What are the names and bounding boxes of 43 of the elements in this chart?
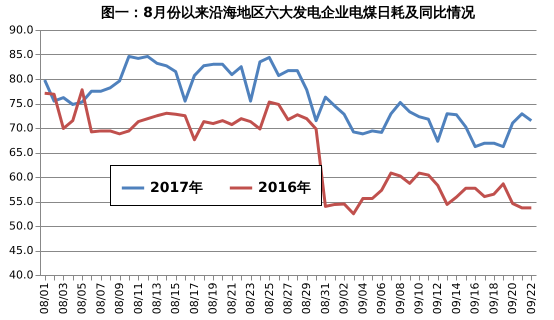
y-tick-label: 55.0 [9,195,34,208]
x-tick-label: 08/17 [188,282,201,314]
y-tick-label: 90.0 [9,24,34,36]
legend-label: 2016年 [258,180,311,196]
x-tick-label: 08/25 [262,282,276,314]
x-tick-label: 08/19 [206,282,220,314]
x-tick-label: 08/13 [150,282,164,314]
x-tick-label: 09/02 [338,282,351,314]
x-tick-label: 09/04 [356,282,370,314]
y-tick-label: 60.0 [9,170,34,184]
x-tick-label: 08/21 [225,282,238,314]
x-tick-label: 09/06 [375,282,388,314]
y-tick-label: 65.0 [9,146,34,159]
x-tick-label: 08/29 [300,282,314,314]
y-tick-label: 45.0 [9,244,34,257]
x-tick-label: 09/12 [431,282,444,314]
x-tick-label: 09/08 [394,282,407,314]
x-tick-label: 08/11 [132,282,145,314]
x-tick-label: 09/18 [487,282,500,314]
x-tick-label: 08/15 [169,282,182,314]
line-series [43,88,533,216]
y-tick-label: 75.0 [9,97,34,110]
y-tick-label: 40.0 [9,268,34,282]
x-tick-label: 09/14 [450,282,463,314]
y-tick-label: 50.0 [9,220,34,232]
legend-label: 2017年 [150,180,203,196]
x-tick-label: 08/07 [94,282,108,314]
x-tick-label: 09/22 [524,282,538,314]
chart-title: 图一：8月份以来沿海地区六大发电企业电煤日耗及同比情况 [101,4,476,21]
line-series [43,54,533,148]
x-tick-label: 08/05 [76,282,89,314]
y-tick-label: 80.0 [9,72,34,86]
x-tick-label: 08/31 [318,282,332,314]
y-tick-label: 85.0 [9,48,34,61]
x-tick-label: 08/09 [113,282,126,314]
x-tick-label: 08/27 [282,282,294,314]
x-tick-label: 08/23 [244,282,258,314]
x-tick-label: 09/20 [506,282,520,314]
x-tick-label: 08/03 [56,282,70,314]
y-tick-label: 70.0 [9,122,34,134]
x-tick-label: 08/01 [38,282,52,314]
x-tick-label: 09/10 [412,282,426,314]
x-tick-label: 09/16 [468,282,482,314]
